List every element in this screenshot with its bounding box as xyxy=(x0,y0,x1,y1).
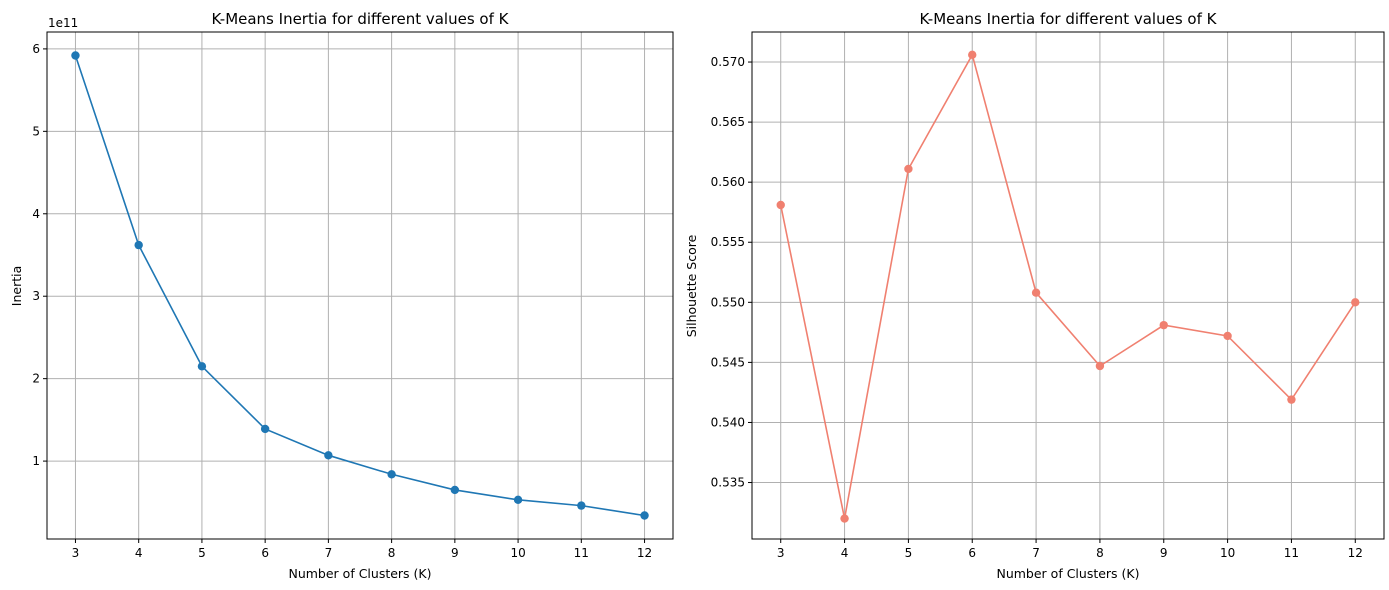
x-axis-label: Number of Clusters (K) xyxy=(996,566,1139,581)
chart-title: K-Means Inertia for different values of … xyxy=(212,10,510,28)
y-tick-label: 0.540 xyxy=(711,415,745,429)
data-point xyxy=(640,511,649,520)
data-point xyxy=(1159,320,1168,330)
data-point xyxy=(776,200,785,210)
grid xyxy=(752,32,1384,539)
silhouette-chart: K-Means Inertia for different values of … xyxy=(684,10,1385,581)
x-tick-label: 6 xyxy=(261,546,269,560)
data-point xyxy=(1351,298,1360,307)
data-point xyxy=(197,362,207,371)
x-tick-label: 3 xyxy=(777,546,785,560)
data-point xyxy=(904,164,913,174)
y-tick-label: 2 xyxy=(32,372,40,386)
data-point xyxy=(324,451,333,460)
x-axis-label: Number of Clusters (K) xyxy=(288,566,431,581)
data-point xyxy=(577,501,586,510)
x-tick-label: 8 xyxy=(388,546,396,560)
data-point xyxy=(71,51,80,60)
chart-title: K-Means Inertia for different values of … xyxy=(920,10,1218,28)
x-tick-label: 10 xyxy=(510,546,525,560)
data-point xyxy=(1223,331,1232,341)
data-point xyxy=(134,240,143,250)
axes-frame xyxy=(751,31,1385,540)
y-tick-label: 0.570 xyxy=(711,55,745,69)
x-tick-label: 7 xyxy=(1032,546,1040,560)
series-line xyxy=(74,55,645,517)
y-axis-offset-label: 1e11 xyxy=(48,16,78,30)
x-tick-label: 5 xyxy=(198,546,206,560)
data-point xyxy=(260,424,270,434)
data-point xyxy=(1031,288,1041,297)
x-tick-label: 9 xyxy=(451,546,459,560)
axes-frame xyxy=(46,31,674,540)
y-tick-label: 6 xyxy=(32,42,40,56)
grid xyxy=(47,32,673,539)
x-tick-label: 4 xyxy=(841,546,849,560)
data-point xyxy=(840,514,849,523)
inertia-chart: K-Means Inertia for different values of … xyxy=(9,10,674,581)
data-point xyxy=(1095,361,1105,371)
y-tick-label: 5 xyxy=(32,124,40,138)
y-tick-label: 0.550 xyxy=(711,295,745,309)
y-axis-label: Silhouette Score xyxy=(684,234,699,337)
series-line xyxy=(779,52,1356,519)
data-point xyxy=(387,470,396,479)
y-axis-label: Inertia xyxy=(9,266,24,306)
data-point xyxy=(968,50,977,60)
x-tick-label: 6 xyxy=(968,546,976,560)
x-tick-label: 12 xyxy=(637,546,652,560)
x-tick-label: 8 xyxy=(1096,546,1104,560)
y-tick-label: 3 xyxy=(32,289,40,303)
y-tick-label: 0.560 xyxy=(711,175,745,189)
y-tick-label: 1 xyxy=(32,454,40,468)
x-tick-label: 3 xyxy=(72,546,80,560)
x-tick-label: 4 xyxy=(135,546,143,560)
x-tick-label: 11 xyxy=(1284,546,1299,560)
x-tick-label: 11 xyxy=(574,546,589,560)
y-tick-label: 0.565 xyxy=(711,115,745,129)
x-tick-label: 5 xyxy=(905,546,913,560)
x-tick-label: 10 xyxy=(1220,546,1235,560)
y-tick-label: 0.535 xyxy=(711,476,745,490)
x-tick-label: 7 xyxy=(325,546,333,560)
x-tick-label: 12 xyxy=(1348,546,1363,560)
data-point xyxy=(513,495,523,505)
data-point xyxy=(1287,395,1296,404)
y-tick-label: 0.545 xyxy=(711,355,745,369)
data-point xyxy=(450,485,460,495)
y-tick-label: 4 xyxy=(32,207,40,221)
y-tick-label: 0.555 xyxy=(711,235,745,249)
x-tick-label: 9 xyxy=(1160,546,1168,560)
